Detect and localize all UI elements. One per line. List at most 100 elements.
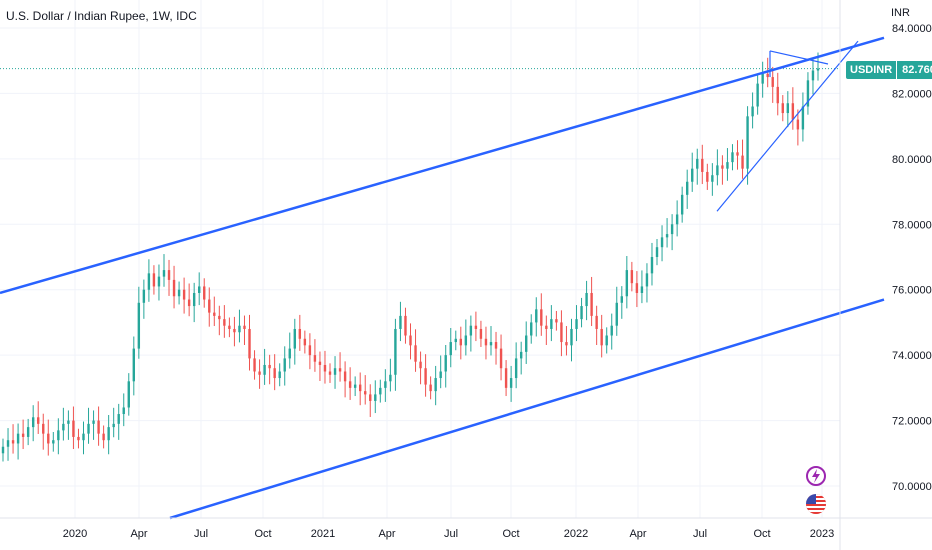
candle <box>519 341 523 375</box>
candle <box>696 148 699 185</box>
last-price-badge: USDINR 82.7600 <box>846 61 932 79</box>
drawn-trendlines <box>0 36 885 520</box>
candle <box>107 415 110 455</box>
candle <box>223 305 226 338</box>
candle <box>625 256 629 309</box>
candle <box>706 163 709 190</box>
candle <box>137 286 141 359</box>
candle <box>610 313 613 350</box>
candle <box>374 380 377 414</box>
candle <box>615 286 618 336</box>
candle <box>343 361 347 398</box>
chart-title: U.S. Dollar / Indian Rupee, 1W, IDC <box>6 9 197 23</box>
candle <box>806 72 810 115</box>
candle <box>399 301 402 342</box>
candle <box>333 356 337 389</box>
candle <box>791 87 795 130</box>
time-axis[interactable]: 2020 Apr Jul Oct 2021 Apr Jul Oct 2022 Apr Jul Oct 2… <box>0 517 932 540</box>
candle <box>665 218 669 248</box>
candle <box>796 109 800 146</box>
candle <box>801 92 805 142</box>
candle <box>62 407 65 441</box>
us-flag-icon[interactable] <box>806 494 826 514</box>
candle <box>449 327 452 368</box>
price-axis[interactable]: 70.0000 72.0000 74.0000 76.0000 78.0000 80.00… <box>839 0 932 550</box>
candle <box>11 424 15 454</box>
candle <box>162 254 166 287</box>
channel-lower-line <box>169 298 885 520</box>
candle <box>182 277 186 314</box>
candle <box>31 405 35 442</box>
candle <box>605 327 608 354</box>
candle <box>303 330 307 354</box>
candle <box>394 318 397 391</box>
flash-icon[interactable] <box>806 466 826 486</box>
candle <box>198 272 201 306</box>
candle <box>157 264 161 301</box>
candle <box>540 293 543 336</box>
candle <box>424 354 427 397</box>
candle <box>273 354 276 391</box>
candle <box>72 406 75 450</box>
x-tick-label: 2020 <box>63 528 87 540</box>
candle <box>167 259 171 296</box>
x-tick-label: Jul <box>693 528 707 540</box>
candle <box>233 316 236 347</box>
candle <box>298 314 302 351</box>
candle <box>152 265 156 295</box>
y-tick-label: 70.0000 <box>892 481 932 493</box>
candle <box>635 271 639 308</box>
x-tick-label: 2021 <box>311 528 335 540</box>
candle <box>16 423 20 460</box>
candle <box>535 297 538 337</box>
x-tick-label: Apr <box>378 528 395 540</box>
candle <box>288 332 291 369</box>
candle <box>379 379 382 403</box>
candle <box>172 265 176 309</box>
candle <box>47 419 50 456</box>
candle <box>57 418 60 455</box>
candle <box>21 419 25 450</box>
x-tick-label: Jul <box>194 528 208 540</box>
candle <box>87 407 90 444</box>
candle <box>670 214 674 251</box>
candle <box>811 58 815 95</box>
candle <box>313 339 317 372</box>
candle <box>67 410 70 440</box>
candle <box>555 310 558 331</box>
x-tick-label: Apr <box>629 528 646 540</box>
candle <box>771 66 774 103</box>
candle <box>112 407 115 438</box>
candle <box>82 421 85 455</box>
y-tick-label: 78.0000 <box>892 219 932 231</box>
x-tick-label: Oct <box>502 528 519 540</box>
candle <box>348 367 352 400</box>
candle <box>364 375 367 405</box>
candle <box>213 296 216 327</box>
candle <box>258 359 261 389</box>
candle <box>127 373 130 416</box>
candle <box>192 282 196 323</box>
candle <box>358 372 362 406</box>
candle <box>565 326 568 356</box>
candle <box>369 384 372 417</box>
candle <box>620 286 623 319</box>
x-tick-label: 2023 <box>810 528 834 540</box>
candle <box>545 315 548 346</box>
candle <box>389 358 392 392</box>
x-tick-label: Oct <box>753 528 770 540</box>
candle <box>439 355 442 389</box>
candle <box>409 323 412 360</box>
candle <box>353 376 357 397</box>
candle <box>721 155 724 185</box>
candle <box>585 280 588 321</box>
chart-grid <box>0 0 840 518</box>
candle <box>590 276 593 327</box>
y-tick-label: 84.0000 <box>892 23 932 35</box>
candle <box>484 326 488 360</box>
candle <box>6 428 10 461</box>
candle <box>655 239 659 266</box>
y-tick-label: 76.0000 <box>892 285 932 297</box>
candle <box>560 310 563 357</box>
